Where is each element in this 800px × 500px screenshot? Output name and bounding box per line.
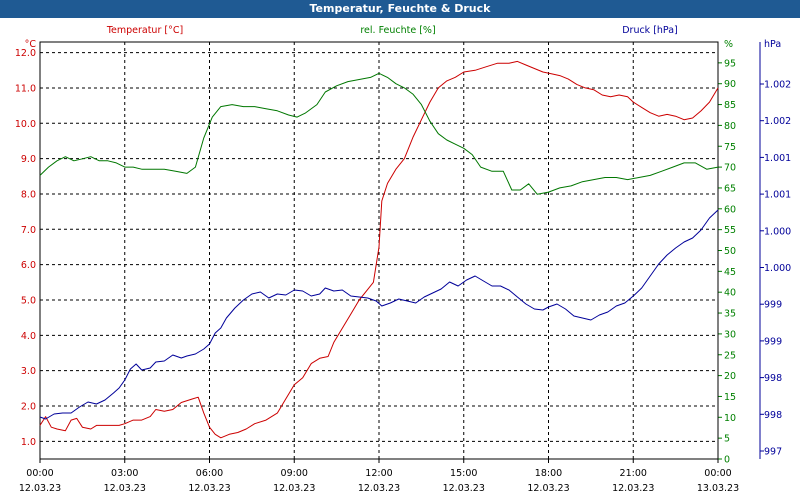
x-date-label: 12.03.23 [358, 483, 400, 494]
humidity-tick-label: 0 [724, 455, 730, 466]
pressure-tick-label: 998 [764, 373, 782, 384]
x-tick-label: 09:00 [281, 468, 308, 479]
humidity-axis-label: rel. Feuchte [%] [360, 25, 435, 36]
x-tick-label: 12:00 [365, 468, 392, 479]
temperature-tick-label: 9.0 [21, 154, 36, 165]
temperature-tick-label: 2.0 [21, 401, 36, 412]
x-tick-label: 00:00 [26, 468, 53, 479]
x-date-label: 13.03.23 [697, 483, 739, 494]
axis-labels: 00:00 12.03.23 03:00 12.03.23 06:00 12.03.23 0… [15, 25, 791, 494]
chart-title: Temperatur, Feuchte & Druck [0, 0, 800, 18]
pressure-tick-label: 997 [764, 447, 782, 458]
x-tick-label: 15:00 [450, 468, 477, 479]
humidity-tick-label: 50 [724, 246, 736, 257]
humidity-tick-label: 25 [724, 350, 736, 361]
humidity-tick-label: 5 [724, 434, 730, 445]
pressure-tick-label: 1.001 [764, 190, 791, 201]
temperature-tick-label: 4.0 [21, 331, 36, 342]
chart-area: 00:00 12.03.23 03:00 12.03.23 06:00 12.03.23 0… [15, 25, 791, 494]
x-tick-label: 21:00 [620, 468, 647, 479]
humidity-tick-label: 55 [724, 225, 736, 236]
temperature-tick-label: 8.0 [21, 189, 36, 200]
humidity-tick-label: 35 [724, 309, 736, 320]
temperature-tick-label: 10.0 [15, 119, 36, 130]
humidity-tick-label: 85 [724, 100, 736, 111]
humidity-tick-label: 95 [724, 58, 736, 69]
pressure-tick-label: 1.001 [764, 153, 791, 164]
humidity-tick-label: 75 [724, 142, 736, 153]
plot-frame [39, 41, 719, 460]
pressure-tick-label: 999 [764, 300, 782, 311]
humidity-tick-label: 40 [724, 288, 736, 299]
humidity-tick-label: 10 [724, 413, 736, 424]
temperature-unit: °C [25, 39, 37, 50]
temperature-axis-label: Temperatur [°C] [106, 25, 183, 36]
humidity-tick-label: 20 [724, 371, 736, 382]
x-date-label: 12.03.23 [273, 483, 315, 494]
humidity-tick-label: 30 [724, 329, 736, 340]
temperature-tick-label: 6.0 [21, 260, 36, 271]
temperature-tick-label: 12.0 [15, 48, 36, 59]
temperature-tick-label: 11.0 [15, 83, 36, 94]
temperature-tick-label: 3.0 [21, 366, 36, 377]
pressure-tick-label: 1.002 [764, 116, 791, 127]
temperature-tick-label: 5.0 [21, 295, 36, 306]
x-tick-label: 18:00 [535, 468, 562, 479]
temperature-tick-label: 7.0 [21, 225, 36, 236]
series-layer [39, 60, 719, 439]
temperature-tick-label: 1.0 [21, 437, 36, 448]
series-line-temperature [39, 60, 719, 439]
pressure-tick-label: 1.000 [764, 263, 791, 274]
grid [39, 42, 764, 463]
humidity-tick-label: 80 [724, 121, 736, 132]
humidity-tick-label: 70 [724, 163, 736, 174]
pressure-tick-label: 999 [764, 336, 782, 347]
series-line-humidity [39, 72, 719, 195]
x-date-label: 12.03.23 [188, 483, 230, 494]
x-date-label: 12.03.23 [612, 483, 654, 494]
pressure-tick-label: 1.002 [764, 80, 791, 91]
humidity-tick-label: 60 [724, 204, 736, 215]
x-tick-label: 03:00 [111, 468, 138, 479]
x-tick-label: 00:00 [704, 468, 731, 479]
humidity-tick-label: 15 [724, 392, 736, 403]
pressure-tick-label: 1.000 [764, 226, 791, 237]
x-date-label: 12.03.23 [527, 483, 569, 494]
x-date-label: 12.03.23 [19, 483, 61, 494]
pressure-unit: hPa [764, 39, 781, 50]
humidity-tick-label: 90 [724, 79, 736, 90]
humidity-unit: % [724, 39, 733, 50]
humidity-tick-label: 65 [724, 183, 736, 194]
pressure-axis-label: Druck [hPa] [622, 25, 678, 36]
x-tick-label: 06:00 [196, 468, 223, 479]
series-line-pressure [39, 209, 719, 420]
pressure-tick-label: 998 [764, 410, 782, 421]
x-date-label: 12.03.23 [104, 483, 146, 494]
humidity-tick-label: 45 [724, 267, 736, 278]
x-date-label: 12.03.23 [443, 483, 485, 494]
